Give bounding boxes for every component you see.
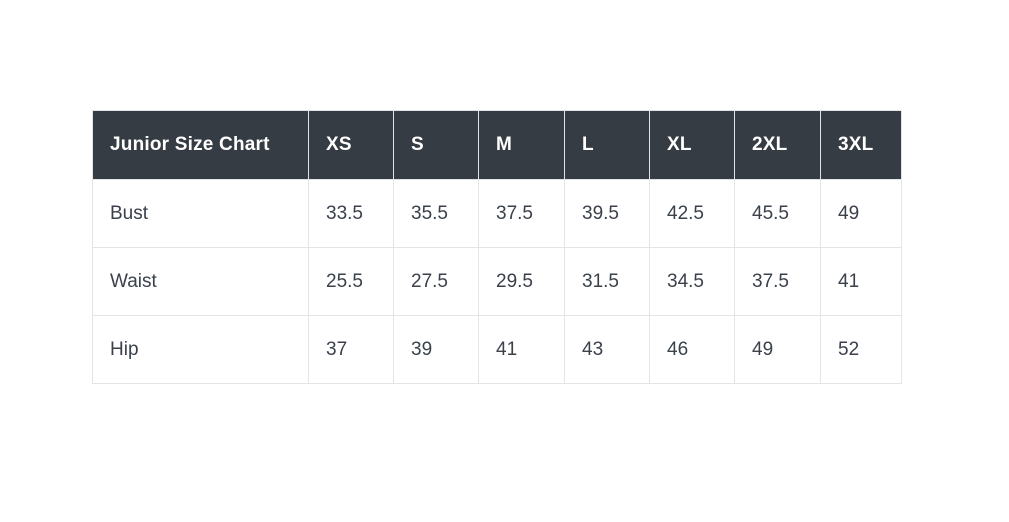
data-cell: 39.5 bbox=[564, 179, 650, 248]
column-header-2xl: 2XL bbox=[734, 110, 821, 180]
size-chart-container: Junior Size Chart XS S M L XL 2XL 3XL Bu… bbox=[92, 110, 902, 384]
data-cell: 42.5 bbox=[649, 179, 735, 248]
header-row: Junior Size Chart XS S M L XL 2XL 3XL bbox=[92, 110, 902, 180]
data-cell: 37.5 bbox=[734, 247, 821, 316]
data-cell: 31.5 bbox=[564, 247, 650, 316]
data-cell: 37.5 bbox=[478, 179, 565, 248]
data-cell: 35.5 bbox=[393, 179, 479, 248]
data-cell: 37 bbox=[308, 315, 394, 384]
column-header-m: M bbox=[478, 110, 565, 180]
table-row-bust: Bust 33.5 35.5 37.5 39.5 42.5 45.5 49 bbox=[92, 179, 902, 248]
data-cell: 49 bbox=[820, 179, 902, 248]
table-row-waist: Waist 25.5 27.5 29.5 31.5 34.5 37.5 41 bbox=[92, 247, 902, 316]
data-cell: 25.5 bbox=[308, 247, 394, 316]
data-cell: 29.5 bbox=[478, 247, 565, 316]
data-cell: 46 bbox=[649, 315, 735, 384]
data-cell: 41 bbox=[478, 315, 565, 384]
size-chart-table: Junior Size Chart XS S M L XL 2XL 3XL Bu… bbox=[92, 110, 902, 384]
table-row-hip: Hip 37 39 41 43 46 49 52 bbox=[92, 315, 902, 384]
data-cell: 52 bbox=[820, 315, 902, 384]
row-label: Bust bbox=[92, 179, 309, 248]
column-header-xl: XL bbox=[649, 110, 735, 180]
data-cell: 45.5 bbox=[734, 179, 821, 248]
data-cell: 43 bbox=[564, 315, 650, 384]
data-cell: 27.5 bbox=[393, 247, 479, 316]
row-label: Waist bbox=[92, 247, 309, 316]
table-body: Bust 33.5 35.5 37.5 39.5 42.5 45.5 49 Wa… bbox=[92, 179, 902, 384]
table-title-cell: Junior Size Chart bbox=[92, 110, 309, 180]
column-header-l: L bbox=[564, 110, 650, 180]
column-header-3xl: 3XL bbox=[820, 110, 902, 180]
data-cell: 33.5 bbox=[308, 179, 394, 248]
data-cell: 39 bbox=[393, 315, 479, 384]
table-header: Junior Size Chart XS S M L XL 2XL 3XL bbox=[92, 110, 902, 180]
data-cell: 49 bbox=[734, 315, 821, 384]
row-label: Hip bbox=[92, 315, 309, 384]
data-cell: 34.5 bbox=[649, 247, 735, 316]
column-header-s: S bbox=[393, 110, 479, 180]
data-cell: 41 bbox=[820, 247, 902, 316]
column-header-xs: XS bbox=[308, 110, 394, 180]
